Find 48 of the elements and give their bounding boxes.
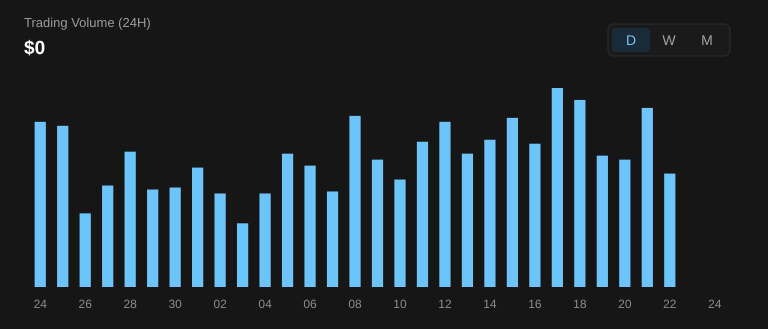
bar xyxy=(214,193,226,287)
bar xyxy=(439,122,451,287)
x-tick-label: 04 xyxy=(258,297,272,311)
x-tick-label: 24 xyxy=(708,297,722,311)
x-tick-label: 16 xyxy=(528,297,542,311)
bar xyxy=(259,193,271,287)
bar xyxy=(192,168,204,287)
bar xyxy=(619,160,630,287)
bar xyxy=(664,174,676,287)
bar xyxy=(484,140,496,287)
x-tick-label: 30 xyxy=(168,297,182,311)
bar xyxy=(596,156,608,287)
bar xyxy=(57,126,68,287)
bar xyxy=(372,160,384,287)
bar xyxy=(394,180,406,287)
chart-subtitle: $0 xyxy=(24,38,46,59)
bar xyxy=(282,154,294,287)
x-tick-label: 10 xyxy=(393,297,407,311)
bar xyxy=(34,122,46,287)
bar xyxy=(102,186,114,287)
bar xyxy=(170,188,181,287)
x-tick-label: 24 xyxy=(34,297,48,311)
x-tick-label: 14 xyxy=(483,297,497,311)
bar xyxy=(416,142,428,287)
bar xyxy=(462,154,474,287)
bar xyxy=(552,88,563,287)
bar xyxy=(147,189,158,287)
x-tick-label: 18 xyxy=(573,297,587,311)
x-tick-label: 22 xyxy=(663,297,677,311)
x-tick-label: 12 xyxy=(438,297,452,311)
bar xyxy=(349,116,361,287)
bar xyxy=(529,144,541,287)
bar xyxy=(304,166,316,287)
bar xyxy=(642,108,653,287)
bar xyxy=(574,100,586,287)
x-tick-label: 06 xyxy=(303,297,318,311)
x-tick-label: 28 xyxy=(124,297,138,311)
bar xyxy=(506,118,518,287)
bar xyxy=(236,223,248,287)
x-tick-label: 02 xyxy=(213,297,228,311)
x-tick-label: 20 xyxy=(618,297,632,311)
bar xyxy=(124,152,136,287)
x-tick-label: 08 xyxy=(348,297,362,311)
x-tick-label: 26 xyxy=(78,297,92,311)
bar xyxy=(326,191,338,287)
bar xyxy=(80,213,91,287)
period-toggle: D W M xyxy=(608,24,730,56)
chart-title: Trading Volume (24H) xyxy=(24,15,151,30)
